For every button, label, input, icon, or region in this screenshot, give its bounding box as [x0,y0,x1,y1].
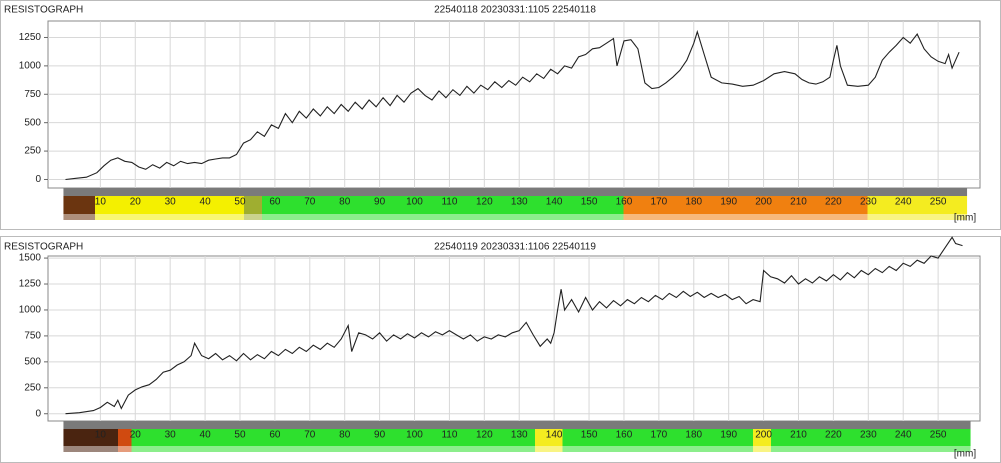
x-tick-label: 50 [234,197,246,208]
y-tick-label: 1000 [19,305,42,316]
plot-area [47,20,981,189]
chart-title: 22540119 20230331:1106 22540119 [434,242,596,253]
x-tick-label: 120 [476,197,493,208]
x-tick-label: 230 [860,430,877,441]
x-tick-label: 20 [130,430,142,441]
y-tick-label: 250 [24,382,41,393]
y-tick-label: 500 [24,356,41,367]
x-tick-label: 190 [720,197,737,208]
x-tick-label: 120 [476,430,493,441]
y-tick-label: 0 [35,408,41,419]
x-tick-label: 250 [930,197,947,208]
y-tick-label: 250 [24,146,41,157]
x-tick-label: 180 [685,430,702,441]
y-tick-label: 0 [35,174,41,185]
x-tick-label: 20 [130,197,142,208]
x-tick-label: 100 [406,430,423,441]
x-tick-label: 140 [546,197,563,208]
plot-area [47,255,981,422]
x-tick-label: 250 [930,430,947,441]
strip-bottom [63,214,968,220]
strip-bottom [63,446,971,452]
x-tick-label: 110 [441,197,457,208]
x-tick-label: 50 [234,430,246,441]
x-tick-label: 240 [895,430,912,441]
x-tick-label: 30 [165,197,177,208]
x-tick-label: 200 [755,430,772,441]
x-axis-unit: [mm] [954,213,976,224]
x-tick-label: 210 [790,197,807,208]
x-tick-label: 90 [374,197,386,208]
strip-top [63,188,968,196]
x-tick-label: 80 [339,430,351,441]
x-tick-label: 150 [581,430,598,441]
y-tick-label: 1250 [19,32,42,43]
x-tick-label: 140 [546,430,563,441]
x-tick-label: 60 [269,430,281,441]
x-tick-label: 100 [406,197,423,208]
y-tick-label: 1250 [19,279,42,290]
x-tick-label: 90 [374,430,386,441]
data-line [65,29,960,181]
x-tick-label: 150 [581,197,598,208]
x-tick-label: 70 [304,430,316,441]
x-tick-label: 160 [616,197,633,208]
x-tick-label: 170 [651,197,668,208]
x-axis-unit: [mm] [954,449,976,460]
x-tick-label: 110 [441,430,457,441]
x-tick-label: 10 [95,197,107,208]
x-tick-label: 40 [200,197,212,208]
strip-density [63,196,968,214]
x-tick-label: 210 [790,430,807,441]
x-tick-label: 170 [651,430,668,441]
x-tick-label: 130 [511,430,528,441]
x-tick-label: 10 [95,430,107,441]
x-tick-label: 40 [200,430,212,441]
x-tick-label: 30 [165,430,177,441]
panel-header: RESISTOGRAPH [4,5,83,16]
x-tick-label: 180 [685,197,702,208]
x-tick-label: 200 [755,197,772,208]
x-tick-label: 70 [304,197,316,208]
x-tick-label: 160 [616,430,633,441]
chart-title: 22540118 20230331:1105 22540118 [434,5,596,16]
x-tick-label: 230 [860,197,877,208]
strip-density [63,429,971,446]
x-tick-label: 220 [825,197,842,208]
panel-header: RESISTOGRAPH [4,242,83,253]
y-tick-label: 750 [24,331,41,342]
x-tick-label: 240 [895,197,912,208]
x-tick-label: 190 [720,430,737,441]
y-tick-label: 1500 [19,253,42,264]
data-line [65,236,963,415]
y-tick-label: 1000 [19,61,42,72]
y-tick-label: 750 [24,89,41,100]
x-tick-label: 220 [825,430,842,441]
x-tick-label: 80 [339,197,351,208]
x-tick-label: 130 [511,197,528,208]
y-tick-label: 500 [24,117,41,128]
x-tick-label: 60 [269,197,281,208]
strip-top [63,421,971,429]
